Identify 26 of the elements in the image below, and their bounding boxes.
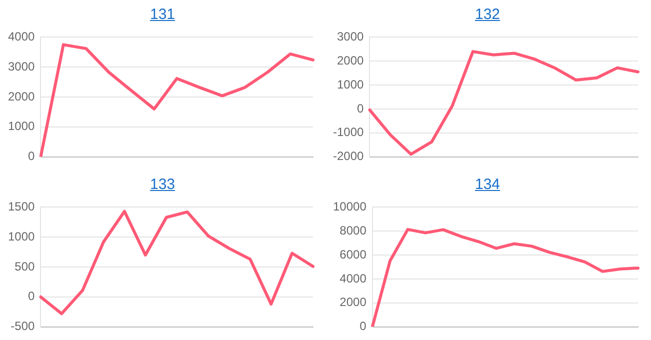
chart-title: 134 [474,176,500,193]
chart-title: 133 [150,176,176,193]
y-tick-label: 4000 [340,271,367,286]
y-tick-label: 2000 [336,53,364,68]
y-tick-label: 2000 [340,295,367,310]
y-tick-label: 3000 [336,30,364,44]
y-tick-label: 6000 [340,247,367,262]
y-tick-label: 4000 [8,30,36,44]
chart-title: 131 [150,6,176,23]
y-tick-label: 0 [360,319,367,334]
y-tick-label: -1000 [332,125,364,140]
y-tick-label: 0 [28,289,36,304]
y-tick-label: 2000 [8,89,36,104]
y-tick-label: 500 [14,259,36,274]
y-tick-label: 0 [357,101,364,116]
y-tick-label: 10000 [332,200,367,214]
y-tick-label: 8000 [340,223,367,238]
y-tick-label: 1500 [8,200,36,214]
y-tick-label: 3000 [8,59,36,74]
y-tick-label: 1000 [8,119,36,134]
y-tick-label: -500 [10,319,36,334]
y-tick-label: 0 [28,149,36,164]
y-tick-label: 1000 [8,229,36,244]
y-tick-label: 1000 [336,77,364,92]
chart-title: 132 [474,6,500,23]
y-tick-label: -2000 [332,149,364,164]
